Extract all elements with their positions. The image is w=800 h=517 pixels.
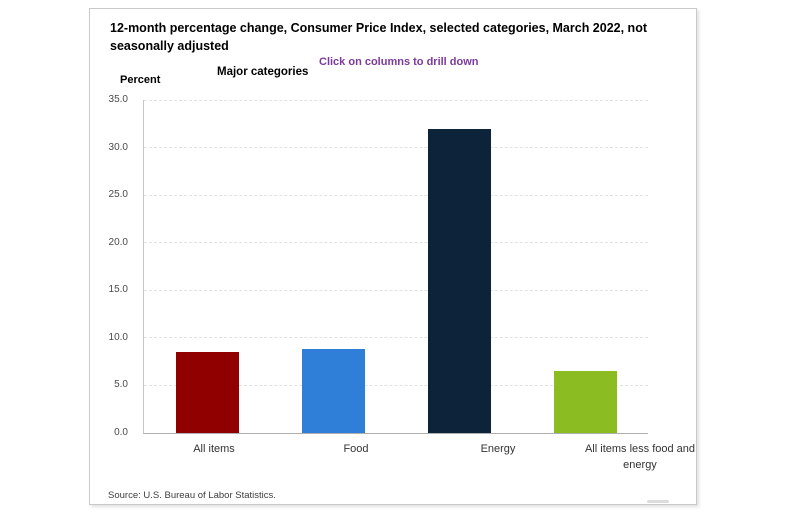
y-tick-label: 35.0 bbox=[108, 94, 128, 105]
x-label-all-items: All items bbox=[193, 443, 235, 455]
chart-subtitle-drilldown-hint: Click on columns to drill down bbox=[319, 56, 479, 68]
gridline bbox=[144, 147, 648, 149]
bars-layer bbox=[144, 100, 648, 433]
gridline bbox=[144, 289, 648, 291]
gridline bbox=[144, 337, 648, 339]
source-note: Source: U.S. Bureau of Labor Statistics. bbox=[108, 490, 276, 501]
gridline bbox=[144, 194, 648, 196]
chart-panel: 12-month percentage change, Consumer Pri… bbox=[89, 8, 697, 505]
gridline bbox=[144, 99, 648, 101]
x-label-slot: All items bbox=[143, 442, 285, 474]
x-label-energy: Energy bbox=[480, 443, 516, 455]
x-label-food: Food bbox=[343, 443, 369, 455]
y-axis-tick-labels: 0.0 5.0 10.0 15.0 20.0 25.0 30.0 35.0 bbox=[90, 94, 136, 438]
x-axis-group-title: Major categories bbox=[217, 66, 309, 78]
corner-dash-decoration bbox=[647, 500, 669, 503]
y-tick-label: 0.0 bbox=[114, 427, 128, 438]
bar-slot bbox=[396, 100, 522, 433]
bar-all-items[interactable] bbox=[175, 352, 239, 433]
x-axis-category-labels: All items Food Energy All items less food a… bbox=[143, 442, 695, 474]
x-label-slot: All items less food and energy bbox=[569, 442, 711, 474]
bar-slot bbox=[144, 100, 270, 433]
y-tick-label: 25.0 bbox=[108, 189, 128, 201]
y-tick-label: 15.0 bbox=[108, 284, 128, 296]
bar-slot bbox=[270, 100, 396, 433]
y-tick-label: 30.0 bbox=[108, 141, 128, 153]
y-tick-label: 20.0 bbox=[108, 236, 128, 248]
chart-title: 12-month percentage change, Consumer Pri… bbox=[110, 21, 647, 54]
bar-all-items-less-food-and-energy[interactable] bbox=[553, 371, 617, 433]
bar-food[interactable] bbox=[301, 349, 365, 433]
gridline bbox=[144, 242, 648, 244]
x-label-all-items-less-food-and-energy: All items less food and energy bbox=[584, 443, 696, 471]
plot-area bbox=[143, 99, 648, 434]
gridline bbox=[144, 384, 648, 386]
x-label-slot: Energy bbox=[427, 442, 569, 474]
y-tick-label: 5.0 bbox=[114, 379, 128, 391]
x-label-slot: Food bbox=[285, 442, 427, 474]
y-axis-title: Percent bbox=[120, 74, 161, 86]
y-tick-label: 10.0 bbox=[108, 331, 128, 343]
bar-energy[interactable] bbox=[427, 128, 491, 433]
bar-slot bbox=[522, 100, 648, 433]
